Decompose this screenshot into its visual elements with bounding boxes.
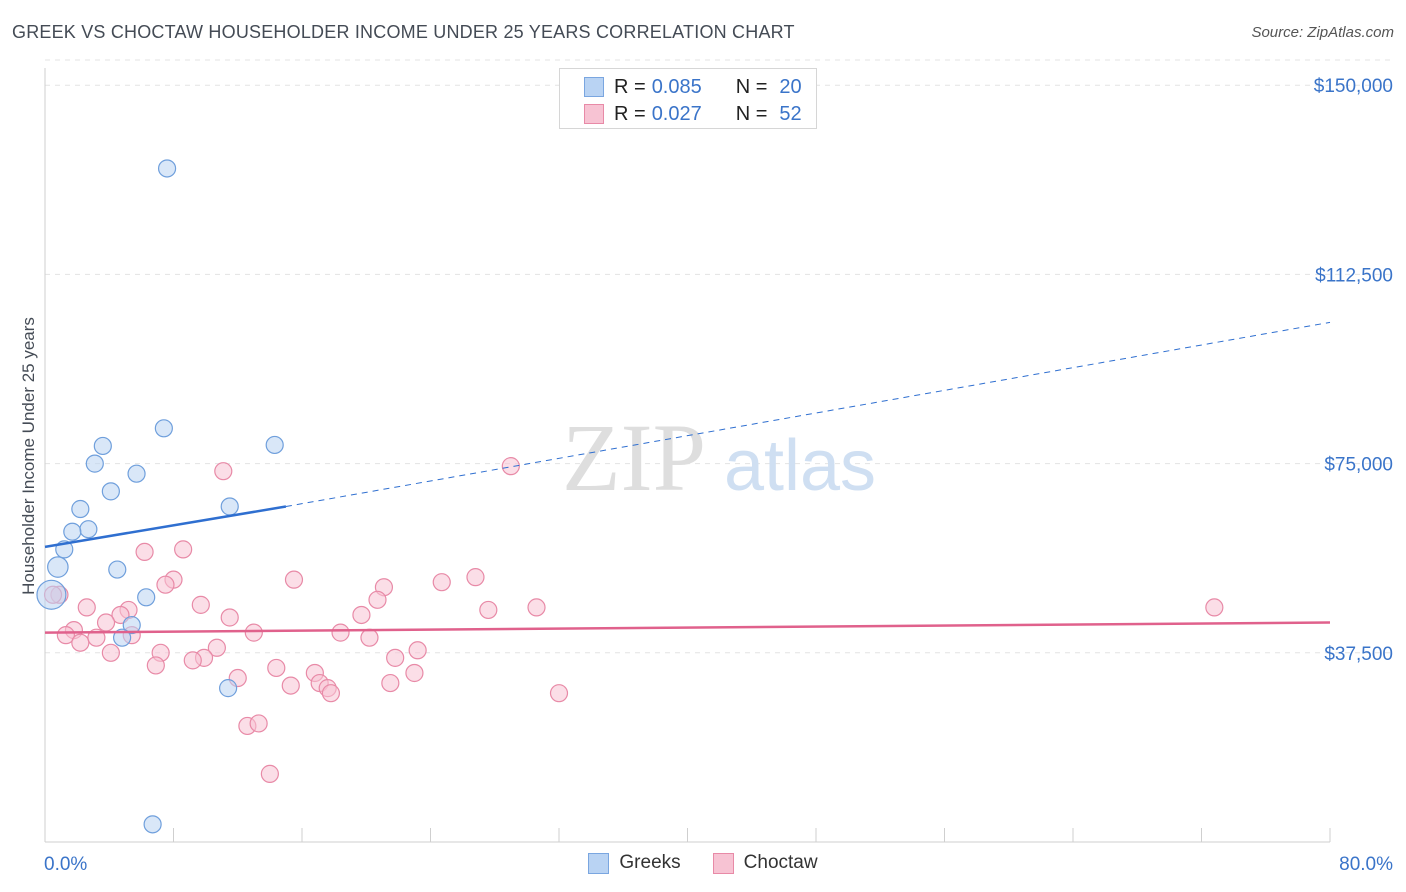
legend-row-greeks: R = 0.085 N = 20 bbox=[584, 74, 802, 100]
legend-r-value-choctaw: 0.027 bbox=[651, 102, 702, 125]
bottom-legend-label-choctaw: Choctaw bbox=[743, 852, 818, 873]
greeks-point bbox=[79, 520, 98, 539]
choctaw-point bbox=[1205, 598, 1224, 617]
legend-n-label: N = bbox=[735, 102, 768, 125]
greeks-point bbox=[143, 815, 162, 834]
choctaw-point bbox=[146, 656, 165, 675]
gridlines bbox=[45, 59, 1395, 654]
greeks-point bbox=[47, 556, 69, 578]
greeks-point bbox=[71, 499, 90, 519]
choctaw-point bbox=[156, 575, 175, 594]
axes bbox=[44, 68, 1331, 843]
greeks-point bbox=[265, 435, 284, 455]
greeks-point bbox=[219, 679, 238, 698]
y-tick-label: $37,500 bbox=[1324, 644, 1393, 665]
choctaw-point bbox=[207, 638, 226, 657]
x-tick-label: 80.0% bbox=[1339, 854, 1393, 875]
choctaw-point bbox=[466, 568, 485, 587]
greeks-points bbox=[36, 159, 284, 834]
greeks-point bbox=[85, 454, 104, 473]
choctaw-point bbox=[432, 573, 451, 592]
legend-n-label: N = bbox=[735, 75, 768, 98]
legend-r-label: R = bbox=[614, 102, 646, 125]
legend-row-choctaw: R = 0.027 N = 52 bbox=[584, 101, 802, 127]
choctaw-point bbox=[381, 673, 400, 693]
greeks-point bbox=[220, 497, 239, 516]
choctaw-point bbox=[174, 540, 193, 559]
greeks-trend-line bbox=[44, 505, 287, 549]
bottom-legend-swatch-greeks bbox=[588, 852, 610, 874]
legend-swatch-greeks bbox=[584, 77, 604, 97]
choctaw-point bbox=[408, 641, 427, 660]
watermark-zip: ZIP bbox=[562, 404, 706, 511]
greeks-point bbox=[101, 482, 120, 501]
choctaw-point bbox=[386, 648, 405, 667]
choctaw-point bbox=[135, 542, 154, 562]
greeks-point bbox=[137, 588, 156, 607]
choctaw-point bbox=[549, 684, 569, 703]
greeks-point bbox=[127, 464, 146, 483]
choctaw-point bbox=[101, 643, 120, 662]
choctaw-point bbox=[360, 628, 379, 647]
y-tick-label: $150,000 bbox=[1314, 76, 1393, 97]
greeks-point bbox=[157, 159, 177, 178]
x-tick-label: 0.0% bbox=[44, 854, 87, 875]
choctaw-points bbox=[43, 457, 1224, 783]
choctaw-point bbox=[220, 608, 239, 627]
greeks-trend-extension bbox=[285, 321, 1331, 507]
choctaw-point bbox=[249, 714, 268, 733]
choctaw-point bbox=[244, 623, 263, 642]
source-label: Source: ZipAtlas.com bbox=[1251, 24, 1394, 41]
tick-labels: $37,500 $75,000 $112,500 $150,000 0.0% 80.0% bbox=[44, 76, 1393, 875]
legend-r-value-greeks: 0.085 bbox=[651, 75, 702, 98]
choctaw-point bbox=[111, 605, 130, 625]
bottom-legend-greeks: Greeks bbox=[588, 852, 681, 874]
greeks-point bbox=[112, 628, 132, 647]
bottom-legend-label-greeks: Greeks bbox=[619, 852, 681, 873]
trend-lines bbox=[44, 321, 1331, 634]
choctaw-point bbox=[405, 663, 424, 683]
greeks-point bbox=[36, 579, 67, 610]
greeks-point bbox=[63, 522, 82, 541]
greeks-point bbox=[122, 615, 141, 635]
choctaw-point bbox=[352, 605, 371, 625]
choctaw-point bbox=[501, 457, 520, 476]
legend: R = 0.085 N = 20 R = 0.027 N = 52 bbox=[559, 68, 817, 129]
greeks-point bbox=[108, 560, 127, 579]
choctaw-point bbox=[284, 570, 304, 589]
choctaw-point bbox=[71, 633, 90, 652]
legend-r-label: R = bbox=[614, 75, 646, 98]
chart-title: GREEK VS CHOCTAW HOUSEHOLDER INCOME UNDE… bbox=[12, 22, 795, 42]
choctaw-point bbox=[56, 626, 75, 645]
choctaw-point bbox=[321, 684, 341, 703]
legend-n-value-choctaw: 52 bbox=[779, 102, 802, 125]
legend-n-value-greeks: 20 bbox=[779, 75, 802, 98]
greeks-point bbox=[154, 419, 173, 438]
watermark: ZIP atlas bbox=[562, 404, 876, 511]
choctaw-point bbox=[183, 651, 202, 670]
choctaw-trend-line bbox=[44, 621, 1331, 634]
choctaw-point bbox=[527, 598, 546, 617]
y-tick-label: $112,500 bbox=[1315, 265, 1393, 286]
choctaw-point bbox=[267, 658, 286, 678]
choctaw-point bbox=[191, 595, 210, 614]
choctaw-point bbox=[479, 600, 498, 620]
choctaw-point bbox=[77, 598, 96, 617]
bottom-legend: Greeks Choctaw bbox=[0, 852, 1406, 874]
watermark-atlas: atlas bbox=[724, 426, 876, 506]
bottom-legend-choctaw: Choctaw bbox=[712, 852, 818, 874]
choctaw-point bbox=[331, 623, 350, 642]
choctaw-point bbox=[281, 676, 300, 695]
bottom-legend-swatch-choctaw bbox=[712, 852, 734, 874]
legend-swatch-choctaw bbox=[584, 104, 604, 124]
choctaw-point bbox=[96, 613, 116, 632]
choctaw-point bbox=[260, 764, 279, 783]
y-tick-label: $75,000 bbox=[1324, 455, 1393, 476]
choctaw-point bbox=[214, 462, 233, 481]
greeks-point bbox=[93, 436, 112, 456]
choctaw-point bbox=[368, 590, 387, 609]
